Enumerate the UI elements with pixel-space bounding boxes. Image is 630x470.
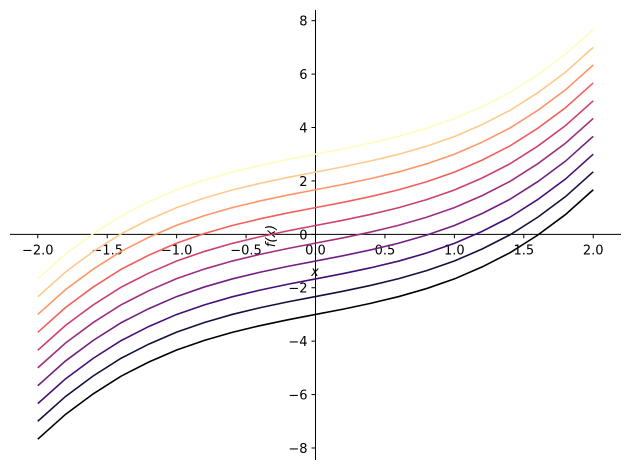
y-tick-label: −2 [288,282,307,297]
y-tick-label: 4 [299,122,307,137]
y-tick-label: 8 [299,15,307,30]
y-tick-label: 0 [299,228,307,243]
curve [37,171,594,422]
x-tick-label: 0.0 [305,243,326,258]
curve [37,82,594,333]
curve [37,100,594,351]
y-tick-label: −6 [288,389,307,404]
y-tick-label: −8 [288,442,307,457]
curve [37,135,594,387]
curve [37,189,594,440]
y-tick-label: 6 [299,68,307,83]
x-tick-label: 1.0 [444,243,465,258]
x-tick-label: 1.5 [513,243,534,258]
x-tick-label: −1.0 [161,243,193,258]
y-tick-label: −4 [288,335,307,350]
x-tick-label: 2.0 [583,243,604,258]
y-tick-label: 2 [299,175,307,190]
curve [37,153,594,405]
curve [37,28,594,280]
y-axis-label: f(x) [264,225,279,247]
x-tick-label: −2.0 [22,243,54,258]
x-tick-label: 0.5 [375,243,396,258]
curve [37,64,594,316]
x-tick-label: −1.5 [91,243,123,258]
x-tick-label: −0.5 [230,243,262,258]
curve [37,117,594,369]
x-axis-label: x [310,265,319,280]
curve [37,46,594,298]
